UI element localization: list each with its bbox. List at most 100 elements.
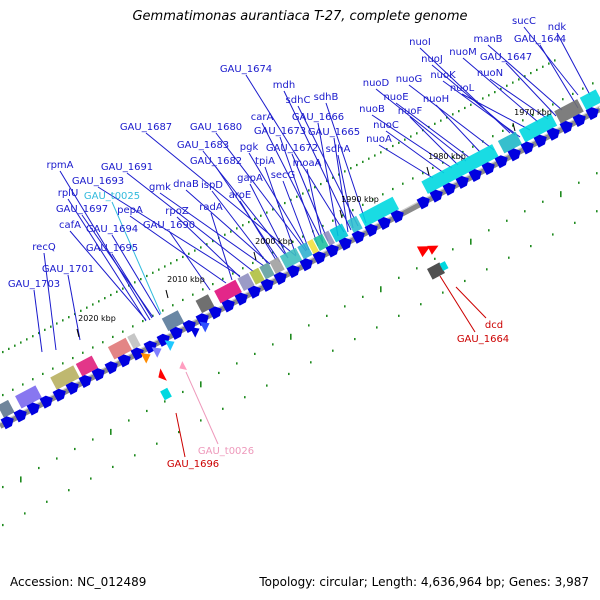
gene-arrow (273, 271, 287, 285)
label-leader-line (185, 371, 219, 445)
scale-tick-label: 1990 kbp (341, 195, 379, 204)
dot-mark (374, 154, 376, 157)
dot-mark (248, 220, 250, 224)
gene-arrow (13, 409, 27, 423)
dot-mark (332, 219, 334, 222)
gene-label: gmk (149, 182, 171, 193)
dot-mark (24, 512, 26, 515)
gene-label: nuoG (396, 74, 423, 85)
dot-mark (2, 393, 4, 397)
label-leader-line (487, 44, 563, 111)
dot-mark (242, 267, 244, 270)
dot-mark (362, 203, 364, 206)
label-leader-line (461, 93, 531, 131)
feature-band (249, 267, 265, 285)
label-leader-line (385, 130, 445, 174)
gene-arrow (0, 416, 14, 430)
gene-label: ispD (201, 180, 223, 191)
map-title: Gemmatimonas aurantiaca T-27, complete g… (132, 9, 468, 24)
dot-mark (420, 303, 422, 306)
gene-label: gapA (237, 173, 263, 184)
dot-mark (518, 78, 520, 81)
highlighted-feature (158, 368, 167, 381)
dot-mark (142, 319, 144, 323)
dot-mark (494, 91, 496, 94)
label-leader-line (33, 289, 43, 353)
dot-mark (582, 87, 584, 90)
gene-label: GAU_1672 (266, 143, 318, 154)
dot-mark (434, 257, 436, 260)
gene-arrow (390, 210, 404, 224)
label-leader-line (333, 137, 349, 233)
dot-mark (212, 240, 214, 243)
dot-mark (176, 259, 178, 262)
dot-mark (156, 442, 158, 445)
dot-mark (2, 523, 4, 527)
dot-mark (350, 167, 352, 170)
dot-mark (82, 351, 84, 354)
dot-mark (172, 304, 174, 307)
dot-mark (530, 72, 532, 75)
dot-mark (376, 326, 378, 329)
scale-tick-mark (426, 166, 430, 176)
highlight-gene-label: GAU_1664 (457, 334, 509, 345)
dot-mark (542, 108, 544, 111)
dot-mark (222, 407, 224, 410)
gene-arrow (164, 340, 175, 351)
feature-band (161, 310, 185, 331)
label-leader-line (539, 44, 579, 109)
dot-mark (152, 314, 154, 317)
dot-mark (488, 94, 490, 97)
scale-tick-mark (512, 122, 516, 132)
dot-mark (512, 81, 514, 84)
label-leader-line (245, 74, 345, 233)
dot-mark (20, 341, 22, 344)
highlighted-feature (427, 262, 445, 280)
dot-mark (488, 229, 490, 232)
feature-band (15, 385, 42, 409)
label-leader-line (375, 88, 467, 162)
dot-mark (232, 272, 234, 275)
dot-mark (472, 145, 474, 148)
gene-label: GAU_1697 (56, 204, 108, 215)
gene-arrow (533, 134, 547, 148)
gene-label: nuoM (449, 47, 476, 58)
dot-mark (562, 98, 564, 101)
dot-mark (326, 314, 328, 317)
dot-mark (482, 97, 484, 100)
dot-mark (308, 189, 310, 192)
gene-arrow (585, 107, 599, 121)
gene-label: nuoC (373, 120, 399, 131)
dot-mark (122, 330, 124, 333)
gene-arrow (520, 141, 534, 155)
dot-mark (432, 166, 434, 169)
dot-mark (254, 352, 256, 356)
label-leader-line (126, 172, 255, 273)
gene-label: moaA (293, 158, 322, 169)
scale-tick-mark (76, 328, 80, 338)
dot-mark (52, 367, 54, 370)
gene-arrow (151, 347, 162, 358)
gene-label: sdhB (314, 92, 339, 103)
gene-arrow (507, 148, 521, 162)
label-leader-line (168, 230, 211, 291)
gene-label: GAU_1682 (190, 156, 242, 167)
gene-arrow (312, 251, 326, 265)
gene-label: GAU_1693 (72, 176, 124, 187)
dot-mark (192, 293, 194, 296)
dot-mark (162, 309, 164, 312)
dot-mark (452, 113, 454, 116)
dot-mark (56, 457, 58, 460)
dot-mark (492, 135, 494, 138)
dot-mark (500, 87, 502, 91)
dot-mark (266, 211, 268, 214)
gene-label: GAU_1687 (120, 122, 172, 133)
gene-arrow (364, 223, 378, 237)
label-leader-line (489, 78, 549, 120)
feature-band (323, 230, 335, 246)
dot-mark (532, 113, 534, 117)
gene-arrow (117, 354, 131, 368)
label-leader-line (408, 84, 495, 151)
highlight-gene-label: dcd (485, 320, 503, 331)
